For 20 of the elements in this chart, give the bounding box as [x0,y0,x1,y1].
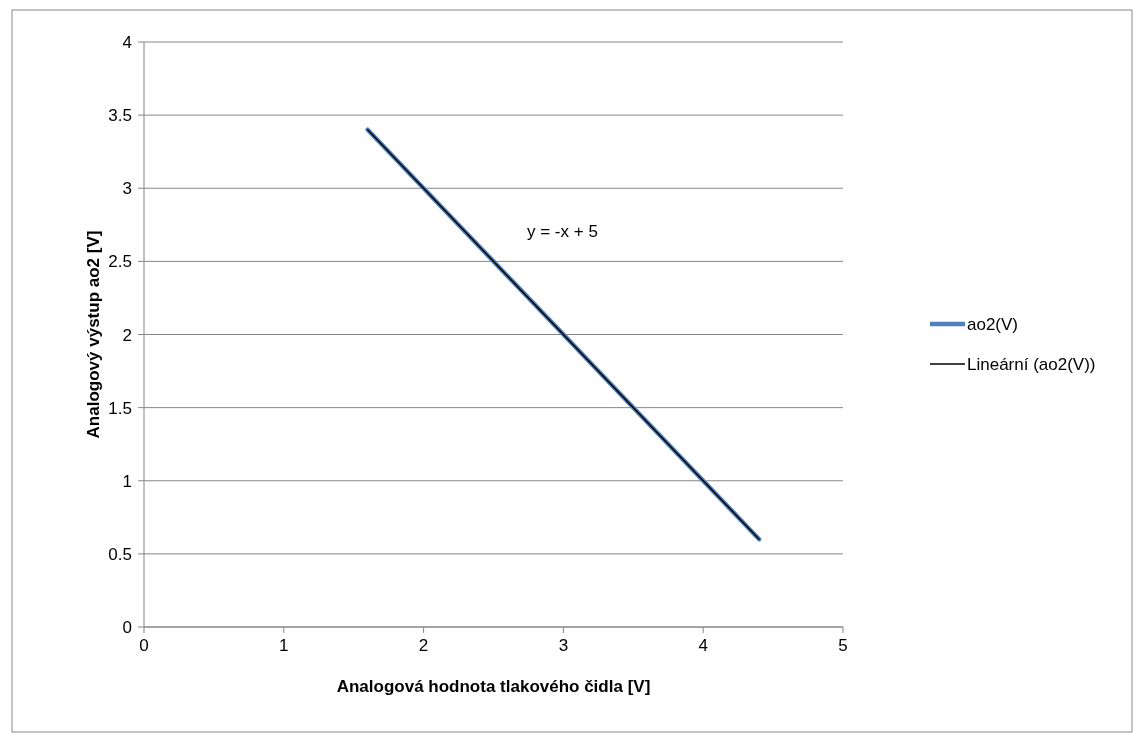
y-tick-label: 0.5 [108,544,132,564]
x-tick-label: 3 [558,636,569,655]
y-tick-label: 3 [122,179,132,199]
y-tick-label: 2.5 [108,252,132,272]
y-tick-label: 3.5 [108,106,132,126]
y-tick-label: 0 [122,618,132,637]
x-tick-label: 4 [698,636,708,655]
y-tick-label: 1 [122,471,132,491]
annotation: y = -x + 5 [527,222,598,241]
x-tick-label: 0 [139,636,149,655]
x-axis-title: Analogová hodnota tlakového čidla [V] [336,677,651,696]
x-tick-label: 5 [838,636,848,655]
y-tick-label: 4 [122,33,132,52]
x-tick-label: 2 [418,636,429,655]
y-tick-label: 1.5 [108,398,132,418]
y-axis-title: Analogový výstup ao2 [V] [84,230,103,439]
legend-label: ao2(V) [967,315,1019,334]
legend-label: Lineární (ao2(V)) [967,355,1096,374]
y-tick-label: 2 [122,325,132,345]
x-tick-label: 1 [279,636,289,655]
